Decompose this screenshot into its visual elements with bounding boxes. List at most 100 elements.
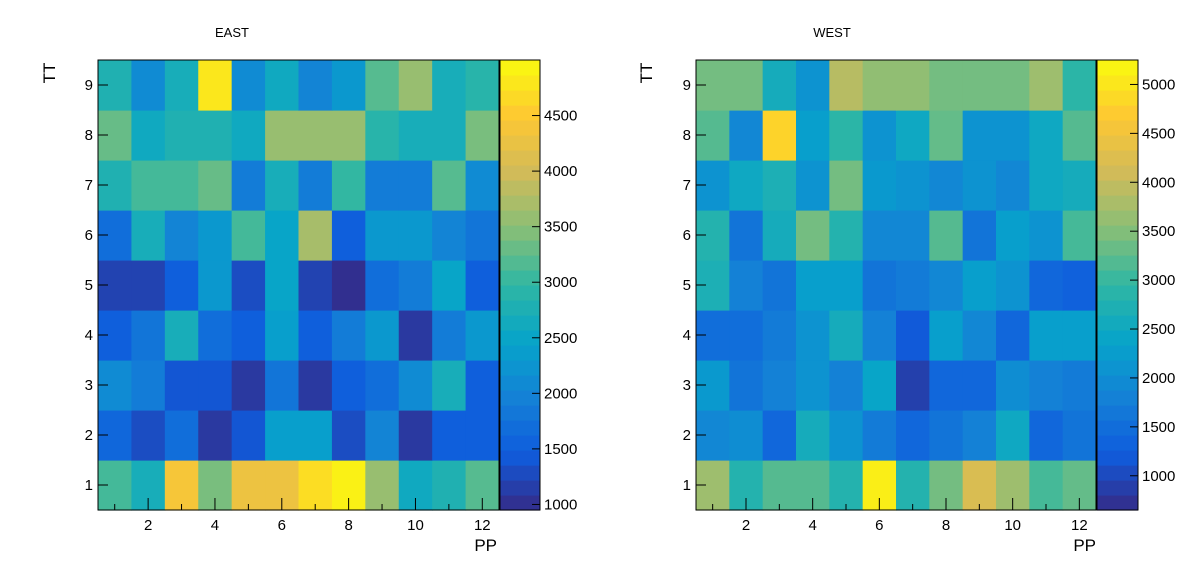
- heatmap-cell: [331, 60, 366, 111]
- west-x-axis-label: PP: [1073, 536, 1096, 555]
- colorbar-swatch: [500, 345, 540, 361]
- colorbar-swatch: [1097, 450, 1138, 466]
- heatmap-cell: [198, 110, 233, 161]
- heatmap-cell: [164, 410, 199, 461]
- heatmap-cell: [962, 460, 997, 511]
- colorbar-swatch: [500, 60, 540, 76]
- heatmap-cell: [432, 460, 467, 511]
- heatmap-cell: [796, 160, 830, 211]
- heatmap-cell: [929, 110, 964, 161]
- heatmap-cell: [465, 310, 500, 361]
- heatmap-cell: [231, 360, 266, 411]
- heatmap-cell: [365, 310, 400, 361]
- colorbar-swatch: [500, 105, 540, 121]
- heatmap-cell: [198, 260, 233, 311]
- heatmap-cell: [465, 160, 500, 211]
- colorbar-swatch: [500, 120, 540, 136]
- heatmap-cell: [231, 460, 266, 511]
- heatmap-cell: [1029, 160, 1064, 211]
- heatmap-cell: [465, 210, 500, 261]
- heatmap-cell: [131, 260, 166, 311]
- west-title: WEST: [813, 25, 851, 40]
- heatmap-cell: [331, 310, 366, 361]
- y-tick-label: 4: [683, 327, 691, 344]
- heatmap-cell: [131, 360, 166, 411]
- heatmap-cell: [862, 160, 897, 211]
- heatmap-cell: [231, 410, 266, 461]
- heatmap-cell: [365, 160, 400, 211]
- x-tick-label: 6: [875, 517, 883, 534]
- heatmap-cell: [796, 410, 830, 461]
- heatmap-cell: [365, 460, 400, 511]
- heatmap-cell: [796, 60, 830, 111]
- colorbar-swatch: [1097, 180, 1138, 196]
- heatmap-cell: [829, 60, 864, 111]
- heatmap-cell: [198, 210, 233, 261]
- heatmap-cell: [796, 210, 830, 261]
- heatmap-cell: [365, 360, 400, 411]
- colorbar-swatch: [1097, 420, 1138, 436]
- west-y-axis-label: TT: [637, 63, 656, 84]
- heatmap-cell: [465, 110, 500, 161]
- colorbar-swatch: [1097, 195, 1138, 211]
- heatmap-cell: [265, 260, 300, 311]
- heatmap-cell: [796, 310, 830, 361]
- colorbar-swatch: [500, 270, 540, 286]
- heatmap-cell: [331, 410, 366, 461]
- heatmap-cell: [298, 160, 333, 211]
- heatmap-cell: [398, 310, 433, 361]
- heatmap-cell: [231, 60, 266, 111]
- heatmap-cell: [265, 210, 300, 261]
- y-tick-label: 6: [85, 227, 93, 244]
- heatmap-cell: [365, 410, 400, 461]
- heatmap-cell: [829, 160, 864, 211]
- colorbar-swatch: [500, 285, 540, 301]
- heatmap-cell: [432, 410, 467, 461]
- heatmap-cell: [996, 60, 1030, 111]
- east-y-axis-label: TT: [40, 63, 59, 84]
- colorbar-tick-label: 1500: [544, 441, 577, 458]
- colorbar-tick-label: 2000: [544, 385, 577, 402]
- y-tick-label: 6: [683, 227, 691, 244]
- heatmap-cell: [896, 210, 930, 261]
- east-cells: [98, 60, 500, 511]
- heatmap-cell: [762, 60, 797, 111]
- heatmap-cell: [962, 210, 997, 261]
- heatmap-cell: [198, 310, 233, 361]
- heatmap-cell: [929, 160, 964, 211]
- heatmap-cell: [929, 210, 964, 261]
- heatmap-cell: [398, 260, 433, 311]
- heatmap-cell: [1062, 210, 1097, 261]
- heatmap-cell: [862, 260, 897, 311]
- heatmap-cell: [298, 360, 333, 411]
- heatmap-cell: [164, 110, 199, 161]
- heatmap-cell: [432, 60, 467, 111]
- heatmap-cell: [331, 110, 366, 161]
- heatmap-cell: [398, 110, 433, 161]
- heatmap-cell: [365, 210, 400, 261]
- colorbar-swatch: [1097, 465, 1138, 481]
- heatmap-cell: [164, 360, 199, 411]
- heatmap-cell: [1062, 260, 1097, 311]
- heatmap-cell: [265, 360, 300, 411]
- colorbar-swatch: [500, 255, 540, 271]
- colorbar-swatch: [500, 390, 540, 406]
- x-tick-label: 10: [1004, 517, 1021, 534]
- heatmap-cell: [862, 310, 897, 361]
- colorbar-swatch: [500, 135, 540, 151]
- heatmap-cell: [996, 210, 1030, 261]
- heatmap-cell: [164, 160, 199, 211]
- heatmap-cell: [231, 160, 266, 211]
- east-title: EAST: [215, 25, 249, 40]
- heatmap-cell: [729, 310, 764, 361]
- heatmap-cell: [996, 110, 1030, 161]
- heatmap-cell: [231, 310, 266, 361]
- heatmap-cell: [131, 210, 166, 261]
- y-tick-label: 3: [85, 377, 93, 394]
- colorbar-swatch: [1097, 90, 1138, 106]
- heatmap-cell: [962, 260, 997, 311]
- heatmap-cell: [331, 160, 366, 211]
- heatmap-cell: [198, 160, 233, 211]
- heatmap-cell: [729, 410, 764, 461]
